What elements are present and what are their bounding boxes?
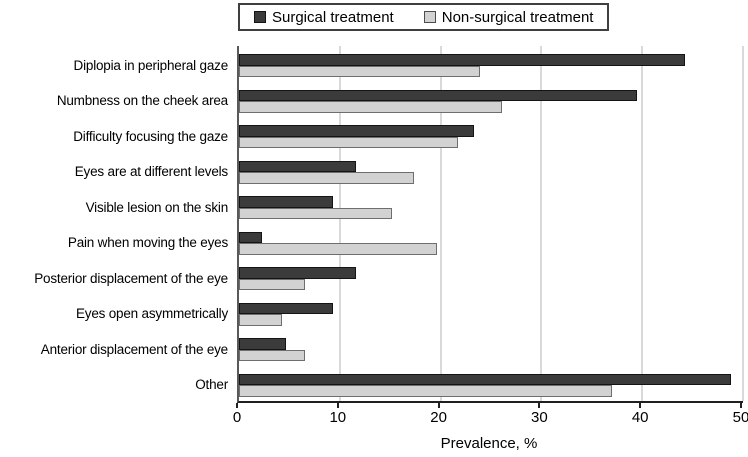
bar-group (239, 259, 743, 295)
non-surgical-bar (239, 136, 458, 148)
category-label: Posterior displacement of the eye (34, 270, 228, 286)
non-surgical-bar (239, 278, 305, 290)
gridline (540, 46, 543, 401)
category-label: Other (195, 377, 228, 393)
x-axis-tick (236, 403, 238, 408)
bar-group (239, 366, 743, 402)
surgical-bar (239, 267, 356, 279)
bar-group (239, 82, 743, 118)
surgical-bar (239, 160, 356, 172)
x-tick-label: 20 (430, 409, 447, 426)
x-axis-title: Prevalence, % (440, 435, 538, 452)
x-axis-tick (437, 403, 440, 408)
surgical-bar (239, 338, 287, 350)
x-tick-label: 10 (329, 409, 347, 426)
non-surgical-bar (239, 101, 503, 113)
category-label: Numbness on the cheek area (56, 93, 228, 109)
bar-group (239, 117, 743, 153)
surgical-bar (239, 231, 263, 243)
surgical-bar (239, 125, 474, 137)
bar-group (239, 224, 743, 260)
category-label: Eyes open asymmetrically (75, 306, 228, 322)
category-label: Anterior displacement of the eye (40, 341, 228, 357)
category-label: Pain when moving the eyes (67, 235, 228, 251)
gridline (641, 46, 644, 401)
gridline (338, 46, 341, 401)
bar-group (239, 330, 743, 366)
non-surgical-swatch-icon (423, 11, 436, 23)
category-label: Visible lesion on the skin (85, 199, 229, 215)
x-tick-label: 0 (232, 409, 242, 426)
legend-label-non-surgical: Non-surgical treatment (441, 8, 594, 26)
bar-group (239, 188, 743, 224)
x-tick-label: 40 (631, 409, 649, 426)
non-surgical-bar (239, 314, 283, 326)
non-surgical-bar (239, 65, 480, 77)
surgical-swatch-icon (254, 11, 266, 23)
x-axis-tick (740, 403, 742, 408)
x-tick-label: 50 (732, 409, 748, 426)
category-label: Difficulty focusing the gaze (73, 128, 228, 144)
x-axis-tick (639, 403, 642, 408)
chart-legend: Surgical treatment Non-surgical treatmen… (238, 3, 610, 31)
non-surgical-bar (239, 385, 612, 397)
legend-item-non-surgical: Non-surgical treatment (423, 8, 594, 26)
surgical-bar (239, 302, 333, 314)
non-surgical-bar (239, 243, 437, 255)
surgical-bar (239, 89, 638, 101)
legend-item-surgical: Surgical treatment (254, 9, 394, 26)
surgical-bar (239, 373, 731, 385)
bar-group (239, 153, 743, 189)
surgical-bar (239, 54, 685, 66)
category-label: Diplopia in peripheral gaze (73, 57, 229, 73)
gridline (742, 46, 744, 401)
plot-area (237, 46, 744, 403)
non-surgical-bar (239, 172, 415, 184)
non-surgical-bar (239, 349, 305, 361)
category-label: Eyes are at different levels (74, 164, 228, 180)
non-surgical-bar (239, 207, 393, 219)
surgical-bar (239, 196, 333, 208)
x-axis-tick (538, 403, 541, 408)
x-tick-label: 30 (531, 409, 548, 426)
bar-group (239, 46, 743, 82)
gridline (439, 46, 442, 401)
bar-group (239, 295, 743, 331)
x-axis-tick (336, 403, 339, 408)
legend-label-surgical: Surgical treatment (272, 8, 394, 26)
